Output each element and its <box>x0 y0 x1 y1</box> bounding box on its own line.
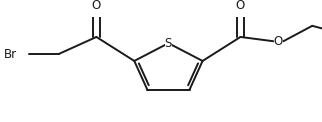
Text: O: O <box>236 0 245 12</box>
Text: O: O <box>92 0 101 12</box>
Text: Br: Br <box>4 48 17 61</box>
Text: O: O <box>274 35 283 48</box>
Text: S: S <box>165 37 172 50</box>
